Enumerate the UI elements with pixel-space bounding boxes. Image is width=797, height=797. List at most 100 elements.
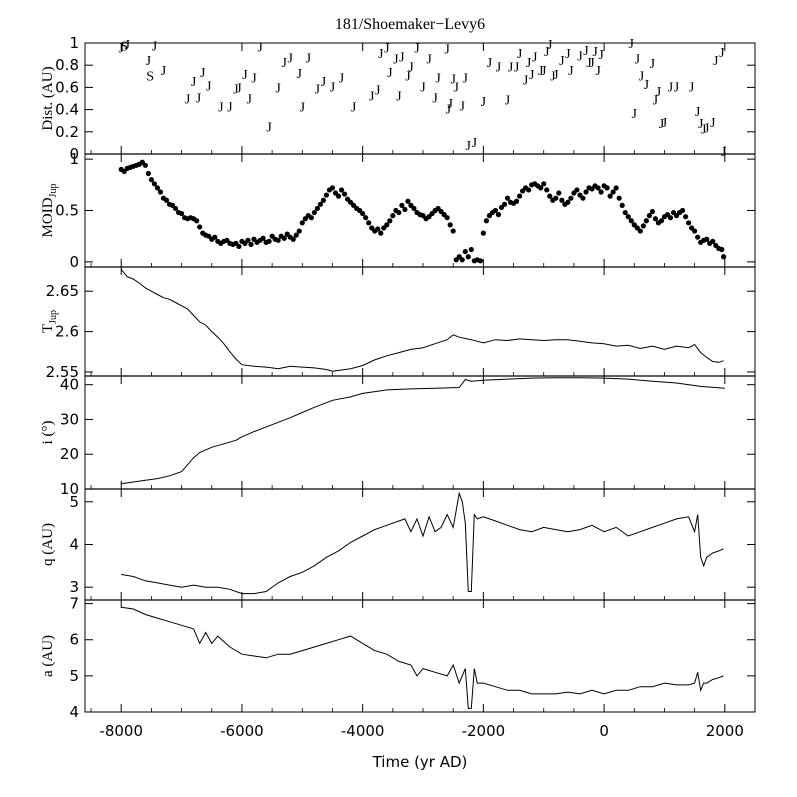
jupiter-encounter-marker: J (200, 66, 206, 81)
jupiter-encounter-marker: J (487, 56, 493, 71)
moid-point (547, 193, 553, 199)
jupiter-encounter-marker: J (375, 84, 381, 99)
moid-point (163, 197, 170, 203)
y-axis-label-subscript: Jup (48, 184, 59, 198)
moid-point (444, 215, 450, 221)
jupiter-encounter-marker: J (251, 72, 257, 87)
y-tick-label: 1 (69, 34, 79, 52)
y-tick-label: 0 (69, 253, 79, 271)
jupiter-encounter-marker: J (701, 123, 707, 138)
jupiter-encounter-marker: J (435, 72, 441, 87)
moid-point (311, 209, 317, 216)
jupiter-encounter-marker: J (408, 60, 414, 75)
jupiter-encounter-marker: J (719, 46, 725, 61)
moid-point (335, 193, 342, 199)
jupiter-encounter-marker: J (639, 69, 645, 84)
moid-point (338, 187, 345, 193)
saturn-encounter-marker: S (120, 39, 128, 54)
moid-point (710, 238, 716, 244)
jupiter-encounter-marker: J (514, 60, 520, 75)
panel-a: 4 5 6 7 a (AU) (40, 595, 756, 721)
jupiter-encounter-marker: J (508, 60, 514, 75)
jupiter-encounter-marker: J (321, 75, 327, 90)
series-line-a (121, 606, 724, 709)
jupiter-encounter-marker: J (526, 56, 532, 71)
moid-point (643, 218, 649, 224)
y-tick-label: 0.6 (55, 78, 79, 96)
moid-point (142, 162, 148, 168)
y-tick-label: 0 (69, 145, 79, 163)
jupiter-encounter-marker: J (191, 75, 197, 90)
moid-point (568, 195, 574, 201)
moid-point (583, 189, 589, 195)
moid-point (402, 206, 408, 213)
jupiter-encounter-marker: J (644, 78, 650, 93)
moid-point (323, 192, 330, 198)
jupiter-encounter-marker: J (233, 83, 239, 98)
jupiter-encounter-marker: J (453, 80, 459, 95)
moid-point (495, 212, 502, 218)
jupiter-encounter-marker: J (505, 94, 511, 109)
moid-point (604, 185, 610, 191)
moid-point (154, 185, 161, 191)
jupiter-encounter-marker: J (118, 42, 124, 57)
moid-point (275, 237, 281, 243)
moid-point (314, 205, 320, 212)
jupiter-encounter-marker: J (568, 64, 574, 79)
jupiter-encounter-marker: J (460, 99, 466, 114)
panel-incl: 10 20 30 40 i (°) (40, 376, 756, 498)
moid-point (619, 202, 625, 208)
x-tick-label: -4000 (341, 722, 385, 740)
x-tick-label: 0 (599, 722, 609, 740)
moid-point (477, 258, 483, 264)
y-tick-label: 2.6 (55, 323, 79, 341)
jupiter-encounter-marker: J (399, 50, 405, 65)
jupiter-encounter-marker: J (656, 85, 662, 100)
series-line-incl (121, 377, 725, 485)
moid-point (598, 189, 604, 195)
jupiter-encounter-marker: J (339, 72, 345, 87)
y-tick-label: 1 (69, 150, 79, 168)
jupiter-encounter-marker: J (306, 52, 312, 67)
jupiter-encounter-marker: J (496, 60, 502, 75)
jupiter-encounter-marker: J (629, 37, 635, 52)
y-tick-label: 20 (60, 445, 79, 463)
jupiter-encounter-marker: J (369, 89, 375, 104)
y-tick-label: 2.65 (46, 282, 79, 300)
moid-point (667, 215, 674, 221)
moid-point (194, 218, 200, 224)
jupiter-encounter-marker: J (387, 66, 393, 81)
jupiter-encounter-marker: J (297, 67, 303, 82)
x-tick-label: 2000 (706, 722, 744, 740)
jupiter-encounter-marker: J (674, 80, 680, 95)
y-axis-label: i (°) (40, 421, 56, 445)
saturn-encounter-marker: S (146, 69, 154, 84)
jupiter-encounter-marker: J (384, 42, 390, 57)
panel-q: 3 4 5 q (AU) (40, 489, 756, 601)
moid-point (411, 205, 417, 212)
chart-title: 181/Shoemaker−Levy6 (335, 16, 485, 33)
moid-point (157, 189, 164, 195)
moid-point (492, 207, 499, 214)
y-tick-label: 0.8 (55, 56, 79, 74)
jupiter-encounter-marker: J (565, 47, 571, 62)
moid-point (248, 241, 254, 247)
moid-point (553, 195, 559, 201)
moid-point (308, 215, 314, 221)
jupiter-encounter-marker: J (426, 53, 432, 68)
jupiter-encounter-marker: J (414, 42, 420, 57)
moid-point (616, 195, 622, 201)
y-tick-label: 3 (69, 578, 79, 596)
jupiter-encounter-marker: J (577, 49, 583, 64)
moid-point (516, 193, 523, 199)
moid-point (541, 181, 547, 187)
jupiter-encounter-marker: J (595, 64, 601, 79)
jupiter-encounter-marker: J (257, 40, 263, 55)
y-axis-label: q (AU) (40, 523, 56, 566)
moid-point (556, 190, 562, 196)
jupiter-encounter-marker: J (713, 54, 719, 69)
moid-point (695, 234, 701, 240)
